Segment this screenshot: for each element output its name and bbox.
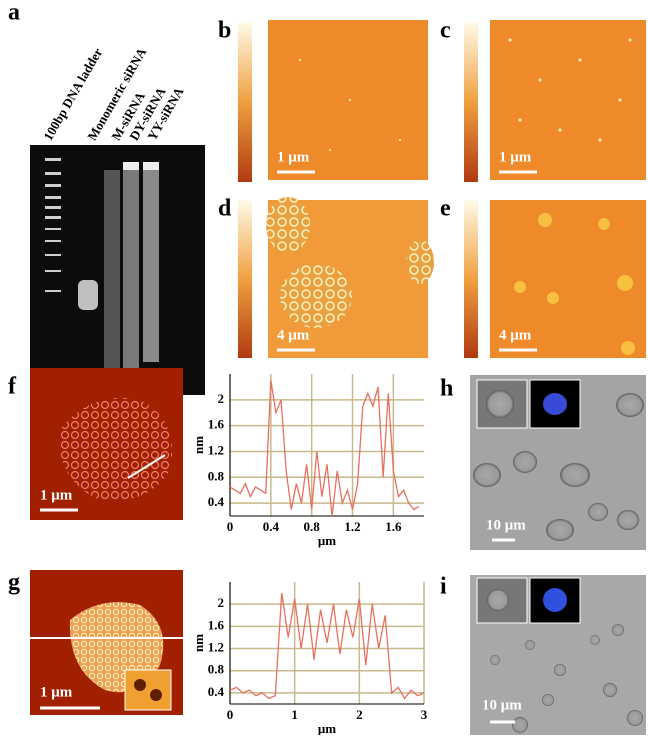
panel-label: a — [8, 0, 20, 26]
y-tick-label: 0.8 — [208, 662, 225, 677]
scale-bar-label: 10 μm — [486, 517, 526, 533]
gel-labels: 100bp DNA ladder Monomeric siRNA M-siRNA… — [40, 45, 187, 143]
y-tick-label: 2 — [218, 595, 225, 610]
panel-label: f — [8, 374, 17, 400]
scale-bar-label: 4 μm — [499, 327, 532, 343]
profile-line — [230, 380, 419, 516]
y-tick-label: 0.8 — [208, 468, 225, 483]
y-tick-label: 1.2 — [208, 640, 224, 655]
x-axis-label: μm — [318, 721, 336, 735]
y-tick-label: 1.6 — [208, 417, 225, 432]
panel-label: e — [440, 196, 451, 222]
scale-bar-label: 1 μm — [40, 487, 73, 503]
y-axis-label: nm — [191, 634, 206, 652]
y-tick-label: 2 — [218, 391, 225, 406]
x-tick-label: 1 — [291, 707, 298, 722]
panel-label: d — [218, 196, 232, 222]
y-tick-label: 1.6 — [208, 617, 225, 632]
panel-label: h — [440, 376, 453, 402]
x-tick-label: 0 — [227, 707, 234, 722]
scale-bar-label: 1 μm — [277, 149, 310, 165]
colorbar — [238, 200, 252, 358]
x-tick-label: 0.4 — [263, 519, 280, 534]
panel-label: g — [8, 570, 20, 596]
x-tick-label: 0 — [227, 519, 234, 534]
y-axis-label: nm — [191, 436, 206, 454]
scale-bar-label: 4 μm — [277, 327, 310, 343]
x-axis-label: μm — [318, 533, 336, 548]
y-tick-label: 0.4 — [208, 684, 225, 699]
scale-bar-label: 1 μm — [499, 149, 532, 165]
x-tick-label: 1.2 — [344, 519, 360, 534]
scale-bar-label: 10 μm — [482, 697, 522, 713]
gel-image — [30, 145, 205, 395]
panel-label: b — [218, 18, 231, 44]
colorbar — [464, 200, 478, 358]
panel-label: c — [440, 18, 451, 44]
figure: a 100bp DNA ladder Monomeric siRNA M-siR… — [0, 0, 648, 735]
y-tick-label: 1.2 — [208, 442, 224, 457]
panel-label: i — [440, 574, 447, 600]
colorbar — [464, 22, 478, 182]
colorbar — [238, 22, 252, 182]
x-tick-label: 1.6 — [385, 519, 402, 534]
profile-line — [230, 593, 424, 698]
x-tick-label: 2 — [356, 707, 363, 722]
x-tick-label: 3 — [421, 707, 428, 722]
x-tick-label: 0.8 — [304, 519, 321, 534]
y-tick-label: 0.4 — [208, 494, 225, 509]
scale-bar-label: 1 μm — [40, 684, 73, 700]
